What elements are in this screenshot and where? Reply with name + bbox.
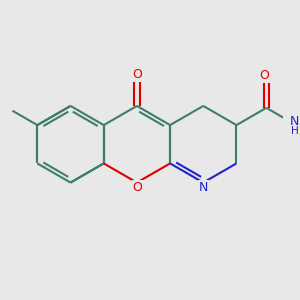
Text: N: N — [290, 115, 299, 128]
Text: H: H — [291, 126, 298, 136]
Text: O: O — [133, 181, 142, 194]
Text: N: N — [199, 181, 208, 194]
Text: O: O — [133, 68, 142, 81]
Text: O: O — [259, 69, 269, 82]
